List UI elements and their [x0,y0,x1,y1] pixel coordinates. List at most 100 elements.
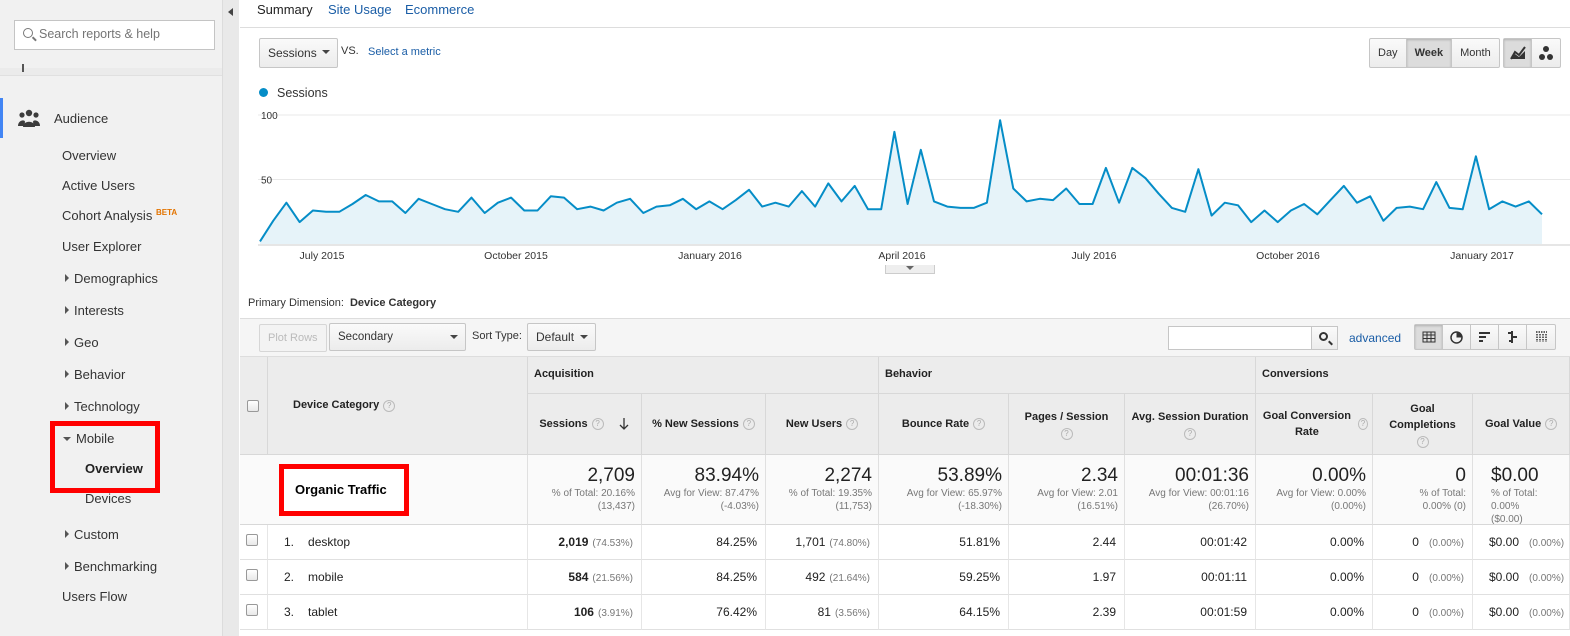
col-new-users[interactable]: New Users? [766,394,879,455]
sidebar-subitem-mobile-overview[interactable]: Overview [85,461,143,476]
period-month-button[interactable]: Month [1460,47,1491,59]
period-day-button[interactable]: Day [1370,39,1407,67]
tab-summary[interactable]: Summary [257,2,313,17]
row-index: 3. [284,605,295,619]
col-pages-session[interactable]: Pages / Session? [1009,394,1125,455]
new-users-percent: (74.80%) [829,538,870,549]
chevron-down-icon [450,335,458,339]
summary-cell: 2,709 % of Total: 20.16% (13,437) [528,455,642,525]
help-icon: ? [742,418,755,430]
summary-comparison: % of Total: [1419,488,1466,499]
chart-resize-handle[interactable] [885,265,935,274]
sidebar-collapse-handle[interactable] [222,0,239,636]
sidebar-search[interactable] [14,20,215,50]
series-area [260,120,1542,244]
period-week-button[interactable]: Week [1406,39,1453,67]
sidebar-item-cohort-analysis[interactable]: Cohort Analysis BETA [62,208,177,223]
line-chart-icon[interactable] [1504,39,1532,67]
table-cell: $0.00 (0.00%) [1473,560,1570,595]
col-sessions[interactable]: Sessions? [528,394,642,455]
advanced-filter-link[interactable]: advanced [1349,331,1402,345]
bar-view-icon[interactable] [1471,325,1499,349]
legend-dot [259,88,268,97]
sessions-chart[interactable]: 100 50 July 2015 October 2015 January 2016 Ap… [258,104,1570,266]
col-goal-conversion-rate[interactable]: Goal Conversion Rate? [1256,394,1373,455]
metric-select[interactable]: Sessions [259,38,338,68]
sidebar-item-geo[interactable]: Geo [65,335,99,350]
table-cell: 1.97 [1009,560,1125,595]
grid-glyph [1422,331,1435,343]
table-search-button[interactable] [1311,327,1337,349]
pie-view-icon[interactable] [1443,325,1471,349]
summary-comparison-delta: 0.00% (0) [1422,501,1466,512]
sidebar-section-audience[interactable]: Audience [54,111,109,126]
col-goal-value[interactable]: Goal Value? [1473,394,1570,455]
segment-label: Organic Traffic [295,482,387,497]
caret-right-icon [65,370,69,378]
goal-value-percent: (0.00%) [1529,608,1565,619]
primary-dimension-value[interactable]: Device Category [349,297,437,309]
column-label: New Users [785,418,843,430]
sidebar-item-demographics[interactable]: Demographics [65,271,158,286]
sidebar-item-mobile[interactable]: Mobile [63,431,114,446]
sidebar-item-user-explorer[interactable]: User Explorer [62,239,142,254]
chevron-down-icon [321,50,330,54]
report-tabs [240,0,1570,28]
plot-rows-button[interactable]: Plot Rows [259,324,327,352]
sidebar-item-interests[interactable]: Interests [65,303,124,318]
line-chart-glyph [1509,46,1526,60]
sidebar-item-label: Benchmarking [74,559,158,574]
device-category-link[interactable]: mobile [308,570,344,584]
row-checkbox[interactable] [246,534,258,546]
duration-value: 00:01:11 [1201,570,1247,584]
sidebar-subitem-mobile-devices[interactable]: Devices [85,491,132,506]
comparison-view-icon[interactable] [1499,325,1527,349]
tab-site-usage[interactable]: Site Usage [328,2,392,17]
secondary-dimension-select[interactable]: Secondary dimension [329,323,466,369]
device-category-link[interactable]: tablet [308,605,338,619]
select-all-checkbox[interactable] [247,400,259,412]
flag-icon [22,64,32,72]
tab-ecommerce[interactable]: Ecommerce [405,2,475,17]
sidebar-item-behavior[interactable]: Behavior [65,367,125,382]
device-category-link[interactable]: desktop [308,535,351,549]
sidebar-item-custom[interactable]: Custom [65,527,119,542]
sidebar-item-overview[interactable]: Overview [62,148,117,163]
sort-type-select[interactable]: Default [527,323,596,351]
summary-value: 0 [1455,465,1466,486]
sidebar: Audience Overview Active Users Cohort An… [0,0,222,636]
sidebar-item-users-flow[interactable]: Users Flow [62,589,128,604]
chart-legend: Sessions [259,86,328,100]
pivot-view-icon[interactable] [1527,325,1555,349]
sidebar-item-benchmarking[interactable]: Benchmarking [65,559,157,574]
select-metric-link[interactable]: Select a metric [368,46,441,58]
bounce-rate-value: 64.15% [959,605,1000,619]
goal-value: $0.00 [1489,605,1520,619]
row-checkbox[interactable] [246,569,258,581]
summary-comparison-delta: (0.00%) [1330,501,1366,512]
table-cell: 2.39 [1009,595,1125,630]
table-view-icon[interactable] [1415,325,1443,349]
sidebar-item-label: Behavior [74,367,126,382]
sidebar-item-active-users[interactable]: Active Users [62,178,135,193]
dimension-header[interactable]: Device Category? [268,357,528,455]
sidebar-item-technology[interactable]: Technology [65,399,140,414]
divider [240,318,1570,319]
row-checkbox[interactable] [246,604,258,616]
col-bounce-rate[interactable]: Bounce Rate? [879,394,1009,455]
summary-comparison: Avg for View: 2.01 [1037,488,1118,499]
caret-right-icon [65,562,69,570]
col-avg-session-duration[interactable]: Avg. Session Duration? [1125,394,1256,455]
completions-value: 0 [1412,535,1419,549]
sidebar-item-label: Demographics [74,271,158,286]
col-goal-completions[interactable]: Goal Completions? [1373,394,1473,455]
table-cell [240,525,268,560]
duration-value: 00:01:42 [1200,535,1247,549]
search-input[interactable] [39,27,209,41]
summary-comparison-delta: (11,753) [835,501,872,512]
motion-chart-icon[interactable] [1532,39,1560,67]
sessions-value: 584 [568,570,589,584]
col-new-sessions[interactable]: % New Sessions? [642,394,766,455]
table-cell: 1,701 (74.80%) [766,525,879,560]
help-icon: ? [973,418,986,430]
